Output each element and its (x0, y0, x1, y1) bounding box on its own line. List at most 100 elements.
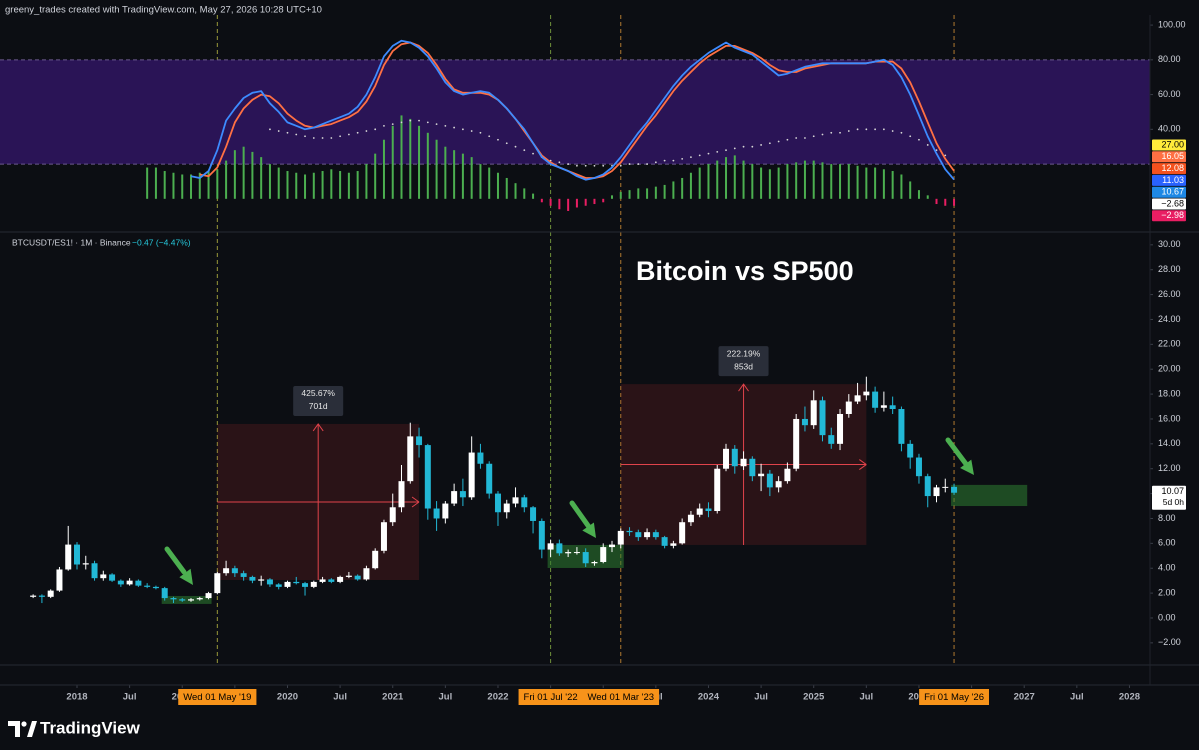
candle-body (766, 473, 773, 488)
candle-body (898, 409, 905, 444)
candle-body (416, 436, 423, 446)
candle-body (652, 532, 659, 538)
signal-dot (918, 138, 920, 141)
candle-body (319, 579, 326, 582)
value-tag-label: −2.98 (1161, 210, 1184, 220)
candle-body (486, 463, 493, 494)
histogram-bar (830, 164, 833, 199)
histogram-bar (742, 160, 745, 199)
measure-label: 222.19% (727, 348, 761, 358)
candle-body (424, 445, 431, 509)
histogram-bar (523, 188, 526, 199)
candle-body (47, 590, 54, 597)
candle-body (687, 514, 694, 523)
arrow-head (960, 459, 974, 475)
x-tick-label: 2026 (908, 692, 929, 703)
measure-arrow (738, 383, 749, 392)
date-marker-box (518, 689, 583, 705)
signal-dot (733, 147, 736, 150)
candle-body (512, 497, 519, 504)
histogram-bar (207, 171, 210, 199)
candle-body (231, 568, 238, 574)
histogram-bar (532, 193, 535, 199)
signal-dot (672, 159, 675, 162)
arrow-head (582, 522, 596, 538)
candle-body (135, 580, 142, 586)
histogram-bar (461, 153, 464, 199)
signal-dot (821, 133, 824, 136)
logo-mark (27, 721, 37, 737)
histogram-bar (926, 195, 929, 199)
candle-body (837, 413, 844, 444)
candle-body (407, 436, 414, 482)
histogram-bar (689, 172, 692, 199)
value-tag (1152, 186, 1186, 198)
logo-mark (8, 721, 20, 737)
arrow (569, 500, 592, 530)
value-tag (1152, 210, 1186, 222)
signal-dot (646, 163, 648, 165)
histogram-bar (909, 181, 912, 199)
candle-body (284, 581, 291, 587)
candle-body (679, 522, 686, 544)
histogram-bar (882, 169, 885, 199)
signal-dot (768, 142, 771, 145)
histogram-bar (251, 151, 254, 199)
y-tick-label: 0.00 (1158, 612, 1176, 622)
signal-dot (804, 137, 806, 139)
candle-body (775, 481, 782, 488)
histogram-bar (567, 198, 570, 211)
measure-label-box (718, 346, 769, 377)
candle-body (38, 595, 45, 597)
price-tag-label: 10.07 (1161, 486, 1184, 496)
logo-mark (21, 721, 27, 727)
signal-dot (812, 135, 815, 138)
value-tag (1152, 163, 1186, 175)
candle-body (310, 581, 317, 587)
histogram-bar (488, 167, 491, 199)
candle-body (266, 579, 273, 585)
histogram-bar (444, 146, 447, 199)
signal-dot (383, 124, 385, 127)
histogram-bar (847, 164, 850, 199)
histogram-bar (628, 190, 631, 199)
footer-text: TradingView (40, 718, 141, 737)
histogram-bar (304, 174, 307, 199)
x-tick-label: Jul (123, 692, 137, 703)
x-tick-label: 2018 (66, 692, 87, 703)
signal-dot (330, 137, 333, 139)
histogram-bar (479, 164, 482, 199)
signal-dot (321, 137, 324, 139)
histogram-bar (760, 167, 763, 199)
signal-dot (707, 152, 710, 155)
value-tag (1152, 174, 1186, 186)
candle-body (109, 574, 116, 581)
signal-dot (593, 164, 596, 167)
y-tick-label: 30.00 (1158, 239, 1181, 249)
candle-body (608, 544, 615, 548)
candle-body (644, 532, 651, 538)
x-tick-label: Jul (333, 692, 347, 703)
histogram-bar (874, 167, 877, 199)
candle-body (302, 583, 309, 587)
histogram-bar (917, 190, 920, 199)
signal-dot (698, 154, 701, 157)
signal-dot (874, 128, 877, 131)
signal-dot (602, 164, 605, 167)
candle-body (144, 585, 151, 587)
x-tick-label: Jul (438, 692, 452, 703)
signal-dot (882, 128, 885, 131)
candle-body (565, 552, 572, 554)
candle-body (477, 452, 484, 464)
histogram-bar (374, 153, 377, 199)
signal-dot (576, 164, 578, 167)
signal-dot (409, 119, 412, 122)
header-text: greeny_trades created with TradingView.c… (5, 5, 322, 16)
y-tick-label: 6.00 (1158, 538, 1176, 548)
candle-body (240, 573, 247, 577)
candle-body (468, 452, 475, 498)
candle-body (345, 575, 352, 577)
candle-body (73, 544, 80, 565)
candle-body (880, 405, 887, 408)
signal-dot (663, 159, 666, 162)
